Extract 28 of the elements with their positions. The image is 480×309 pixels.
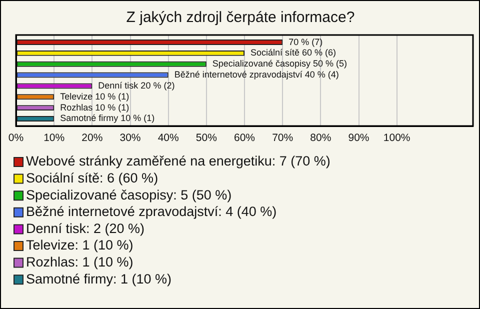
- legend-label: Webové stránky zaměřené na energetiku: 7 (70 %): [26, 154, 330, 169]
- x-tick-label: 80%: [310, 132, 332, 144]
- x-tick-label: 60%: [234, 132, 256, 144]
- legend-label: Specializované časopisy: 5 (50 %): [26, 187, 232, 202]
- x-tick-label: 50%: [196, 132, 217, 144]
- data-label: Specializované časopisy 50 % (5): [212, 58, 347, 69]
- x-tick-label: 90%: [348, 132, 370, 144]
- data-label: Běžné internetové zpravodajství 40 % (4): [174, 70, 339, 80]
- x-tick-label: 70%: [272, 132, 294, 144]
- data-label: Televize 10 % (1): [60, 91, 130, 102]
- legend-label: Televize: 1 (10 %): [26, 238, 134, 253]
- data-label: 70 % (7): [288, 36, 323, 47]
- legend-label: Běžné internetové zpravodajství: 4 (40 %): [26, 204, 277, 220]
- x-tick-label: 0%: [8, 132, 24, 144]
- legend-label: Samotné firmy: 1 (10 %): [26, 271, 172, 286]
- data-label: Samotné firmy 10 % (1): [60, 113, 155, 124]
- x-tick-label: 10%: [44, 132, 65, 144]
- chart-title: Z jakých zdrojl čerpáte informace?: [126, 9, 355, 26]
- x-tick-label: 100%: [383, 132, 410, 144]
- x-tick-label: 20%: [82, 132, 103, 144]
- x-tick-label: 40%: [158, 132, 179, 144]
- legend-label: Sociální sítě: 6 (60 %): [26, 170, 158, 186]
- data-label: Sociální sítě 60 % (6): [250, 48, 336, 58]
- data-label: Denní tisk 20 % (2): [98, 80, 175, 90]
- x-tick-label: 30%: [120, 132, 141, 144]
- data-label: Rozhlas 10 % (1): [60, 102, 130, 112]
- legend-label: Denní tisk: 2 (20 %): [26, 220, 145, 236]
- legend-label: Rozhlas: 1 (10 %): [26, 254, 134, 270]
